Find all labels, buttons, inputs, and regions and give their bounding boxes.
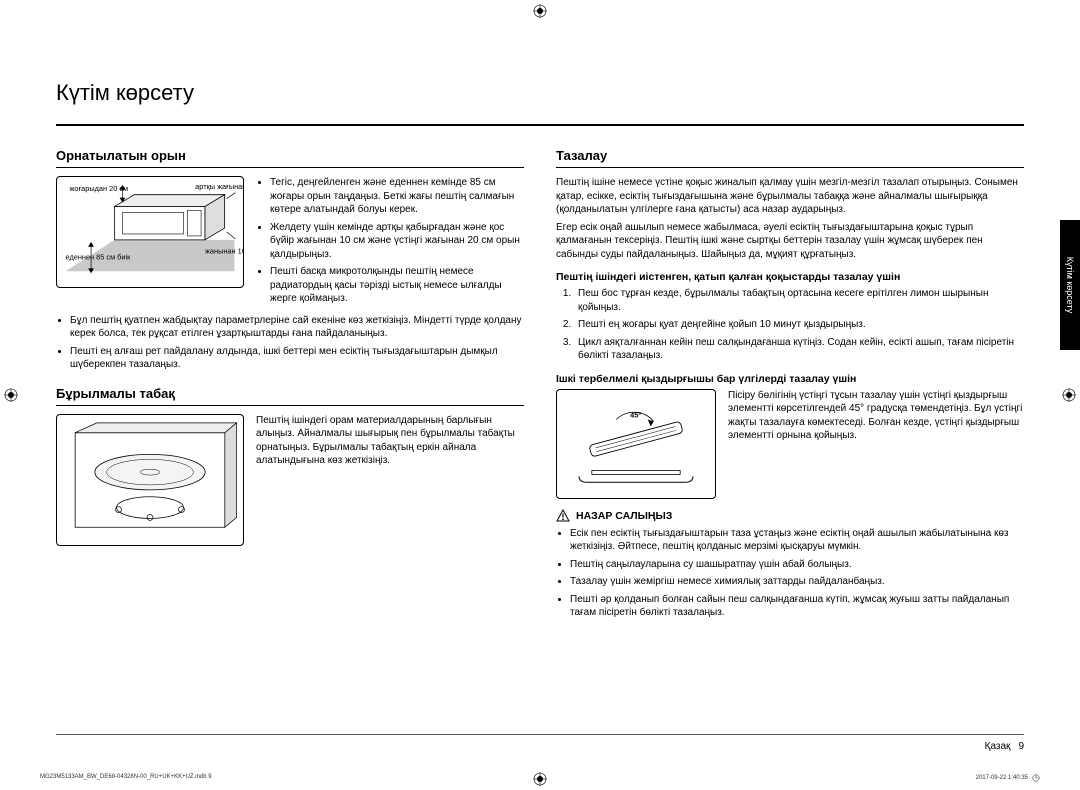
lbl-back: артқы жағынан 10 см	[195, 182, 243, 191]
figure-heater: 45°	[556, 389, 716, 499]
placement-rule	[56, 167, 524, 168]
section-placement-title: Орнатылатын орын	[56, 148, 524, 163]
caution-bullet: Пештің саңылауларына су шашыратпау үшін …	[570, 558, 1024, 572]
title-rule	[56, 124, 1024, 126]
right-column: Тазалау Пештің ішіне немесе үстіне қоқыс…	[556, 144, 1024, 624]
side-tab-label: Күтім көрсету	[1065, 257, 1075, 313]
crop-mark-left	[4, 388, 18, 402]
timestamp: 2017-09-22 1:40:35	[976, 774, 1040, 782]
cleaning-sub2: Ішкі тербелмелі қыздырғышы бар үлгілерді…	[556, 373, 1024, 385]
cleaning-rule	[556, 167, 1024, 168]
cleaning-steps: Пеш бос тұрған кезде, бұрылмалы табақтың…	[556, 287, 1024, 363]
placement-bullet: Тегіс, деңгейленген және еденнен кемінде…	[270, 176, 524, 217]
figure-turntable	[56, 414, 244, 546]
lbl-top: жоғарыдан 20 см	[69, 184, 128, 193]
placement-bullets-cont: Бұл пештің қуатпен жабдықтау параметрлер…	[56, 314, 524, 372]
figure-placement: жоғарыдан 20 см артқы жағынан 10 см жаны…	[56, 176, 244, 288]
cleaning-para2: Егер есік оңай ашылып немесе жабылмаса, …	[556, 221, 1024, 262]
lbl-side: жанынан 10 см	[205, 247, 243, 256]
cleaning-para1: Пештің ішіне немесе үстіне қоқыс жиналып…	[556, 176, 1024, 217]
cleaning-step: Пеш бос тұрған кезде, бұрылмалы табақтың…	[574, 287, 1024, 314]
placement-bullet: Пешті ең алғаш рет пайдалану алдында, іш…	[70, 345, 524, 372]
main-title: Күтім көрсету	[56, 80, 1024, 106]
warning-icon	[556, 509, 570, 523]
turntable-rule	[56, 405, 524, 406]
crop-mark-top	[533, 4, 547, 18]
footer-lang: Қазақ	[985, 741, 1011, 752]
placement-bullet: Желдету үшін кемінде артқы қабырғадан жә…	[270, 221, 524, 262]
lbl-floor: еденнен 85 см биік	[66, 253, 132, 262]
side-tab: Күтім көрсету	[1060, 220, 1080, 350]
caution-header: НАЗАР САЛЫҢЫЗ	[556, 509, 1024, 523]
caution-label: НАЗАР САЛЫҢЫЗ	[576, 510, 672, 522]
caution-bullet: Есік пен есіктің тығыздағыштарын таза ұс…	[570, 527, 1024, 554]
placement-bullet: Пешті басқа микротолқынды пештің немесе …	[270, 265, 524, 306]
heater-text: Пісіру бөлігінің үстіңгі тұсын тазалау ү…	[728, 389, 1024, 443]
left-column: Орнатылатын орын	[56, 144, 524, 624]
heater-row: 45° Пісіру бөлігінің үстіңгі тұсын тазал…	[556, 389, 1024, 499]
caution-bullet: Пешті әр қолданып болған сайын пеш салқы…	[570, 593, 1024, 620]
crop-mark-right	[1062, 388, 1076, 402]
cleaning-step: Цикл аяқталғаннан кейін пеш салқындағанш…	[574, 336, 1024, 363]
placement-row: жоғарыдан 20 см артқы жағынан 10 см жаны…	[56, 176, 524, 310]
section-turntable-title: Бұрылмалы табақ	[56, 386, 524, 401]
section-cleaning-title: Тазалау	[556, 148, 1024, 163]
turntable-text: Пештің ішіндегі орам материалдарының бар…	[256, 414, 524, 468]
placement-bullet: Бұл пештің қуатпен жабдықтау параметрлер…	[70, 314, 524, 341]
placement-bullets: Тегіс, деңгейленген және еденнен кемінде…	[256, 176, 524, 310]
cleaning-step: Пешті ең жоғары қуат деңгейіне қойып 10 …	[574, 318, 1024, 332]
caution-bullets: Есік пен есіктің тығыздағыштарын таза ұс…	[556, 527, 1024, 620]
caution-bullet: Тазалау үшін жеміргіш немесе химиялық за…	[570, 575, 1024, 589]
clock-icon	[1032, 774, 1040, 782]
page-footer: Қазақ 9	[56, 734, 1024, 752]
micro-footer: MG23M5133AM_BW_DE68-04328N-00_RU+UK+KK+U…	[40, 774, 1040, 782]
source-file: MG23M5133AM_BW_DE68-04328N-00_RU+UK+KK+U…	[40, 774, 212, 782]
two-columns: Орнатылатын орын	[56, 144, 1024, 624]
timestamp-text: 2017-09-22 1:40:35	[976, 775, 1028, 781]
heater-angle: 45°	[630, 410, 641, 419]
cleaning-sub1: Пештің ішіндегі иістенген, қатып қалған …	[556, 271, 1024, 283]
footer-page: 9	[1018, 741, 1024, 752]
turntable-row: Пештің ішіндегі орам материалдарының бар…	[56, 414, 524, 546]
page-content: Күтім көрсету Орнатылатын орын	[56, 80, 1024, 624]
